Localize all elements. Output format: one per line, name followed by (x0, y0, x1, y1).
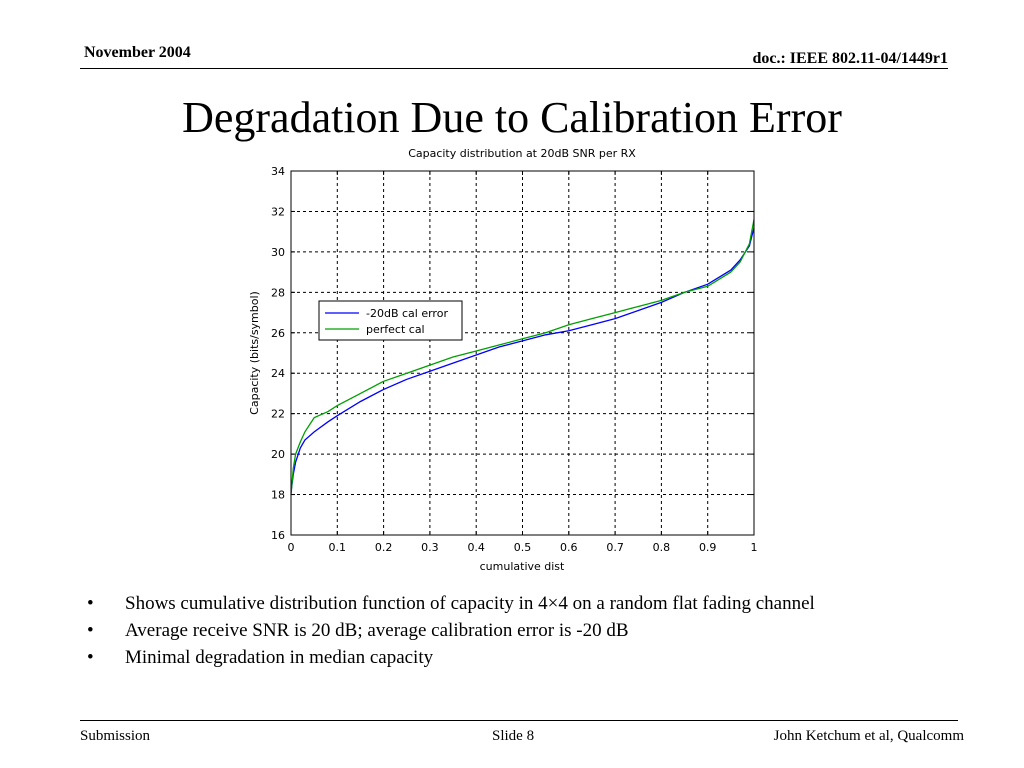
x-tick-label: 0 (288, 541, 295, 554)
x-tick-label: 0.3 (421, 541, 439, 554)
y-tick-label: 34 (271, 165, 285, 178)
series-line-perfect-cal (290, 219, 755, 495)
legend-label: -20dB cal error (366, 307, 448, 320)
header-rule (80, 68, 948, 69)
plot-frame (290, 170, 755, 536)
x-tick-label: 0.5 (514, 541, 532, 554)
chart-y-axis-label: Capacity (bits/symbol) (248, 291, 261, 415)
y-tick-label: 16 (271, 529, 285, 542)
x-tick-label: 0.4 (467, 541, 485, 554)
y-tick-label: 20 (271, 448, 285, 461)
y-tick-label: 30 (271, 246, 285, 259)
x-tick-label: 0.8 (653, 541, 671, 554)
bullet-item: • Shows cumulative distribution function … (85, 593, 955, 615)
y-tick-label: 24 (271, 367, 285, 380)
y-tick-label: 22 (271, 408, 285, 421)
bullet-glyph: • (87, 620, 94, 641)
bullet-text: Minimal degradation in median capacity (125, 647, 434, 668)
chart-title: Capacity distribution at 20dB SNR per RX (408, 147, 636, 160)
y-tick-label: 26 (271, 327, 285, 340)
footer-rule (80, 720, 958, 721)
series-line-cal-error (290, 227, 755, 493)
header-date: November 2004 (84, 44, 191, 61)
footer-submission: Submission (80, 728, 151, 744)
x-tick-label: 0.7 (606, 541, 624, 554)
bullet-text: Shows cumulative distribution function o… (125, 593, 815, 614)
bullet-list: • Shows cumulative distribution function … (85, 593, 955, 674)
legend-label: perfect cal (366, 323, 425, 336)
bullet-glyph: • (87, 647, 94, 668)
x-tick-label: 0.2 (375, 541, 393, 554)
bullet-item: • Average receive SNR is 20 dB; average c… (85, 620, 955, 642)
x-tick-label: 0.6 (560, 541, 578, 554)
header-doc-id: doc.: IEEE 802.11-04/1449r1 (752, 50, 948, 67)
bullet-text: Average receive SNR is 20 dB; average ca… (125, 620, 629, 641)
bullet-item: • Minimal degradation in median capacity (85, 647, 955, 669)
slide-title: Degradation Due to Calibration Error (182, 93, 842, 142)
footer-slide-number: Slide 8 (492, 728, 535, 744)
y-tick-label: 28 (271, 286, 285, 299)
bullet-glyph: • (87, 593, 94, 614)
chart-svg: 0 0.1 0.2 0.3 0.4 0.5 0.6 0.7 0.8 0.9 1 16 18 20 22 24 2… (248, 147, 758, 573)
x-tick-label: 1 (751, 541, 758, 554)
x-tick-label: 0.9 (699, 541, 717, 554)
y-tick-label: 18 (271, 489, 285, 502)
legend-box (318, 300, 463, 341)
x-tick-label: 0.1 (329, 541, 347, 554)
y-tick-label: 32 (271, 205, 285, 218)
chart-x-axis-label: cumulative dist (480, 560, 565, 573)
footer-authors: John Ketchum et al, Qualcomm (773, 728, 964, 744)
capacity-chart: 0 0.1 0.2 0.3 0.4 0.5 0.6 0.7 0.8 0.9 1 16 18 20 22 24 2… (240, 142, 770, 580)
